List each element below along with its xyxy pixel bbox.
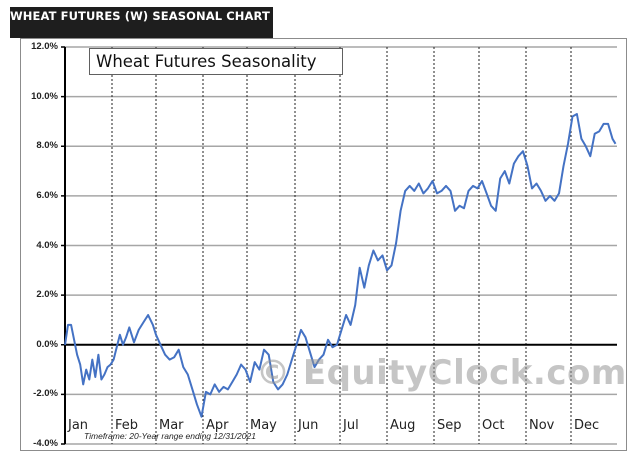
y-tick-label: 2.0% [36, 289, 58, 301]
timeframe-note: Timeframe: 20-Year range ending 12/31/20… [84, 431, 256, 441]
y-tick-label: 0.0% [36, 338, 58, 350]
seasonal-data-line [64, 113, 617, 418]
month-label-oct: Oct [482, 418, 505, 433]
month-label-jul: Jul [343, 418, 359, 433]
month-label-may: May [250, 418, 277, 433]
y-tick-label: 12.0% [31, 41, 58, 52]
y-tick-label: 4.0% [36, 239, 58, 251]
month-label-jun: Jun [298, 418, 319, 433]
y-tick-label: 10.0% [31, 90, 58, 102]
month-label-dec: Dec [574, 418, 600, 433]
chart-header-title: WHEAT FUTURES (W) SEASONAL CHART [10, 9, 270, 23]
chart-header-bar [10, 7, 273, 38]
chart-title-box: Wheat Futures Seasonality [89, 48, 343, 75]
month-label-apr: Apr [206, 418, 229, 433]
month-label-jan: Jan [68, 418, 89, 433]
chart-title: Wheat Futures Seasonality [96, 52, 317, 71]
y-tick-label: -2.0% [33, 388, 58, 400]
equityclock-watermark: © EquityClock.com [256, 353, 627, 393]
month-label-aug: Aug [390, 418, 416, 433]
month-label-nov: Nov [529, 418, 555, 433]
month-label-mar: Mar [159, 418, 184, 433]
month-label-feb: Feb [115, 418, 139, 433]
y-tick-label: -4.0% [33, 438, 58, 449]
y-tick-label: 6.0% [36, 189, 58, 201]
y-tick-label: 8.0% [36, 140, 58, 152]
month-label-sep: Sep [437, 418, 462, 433]
